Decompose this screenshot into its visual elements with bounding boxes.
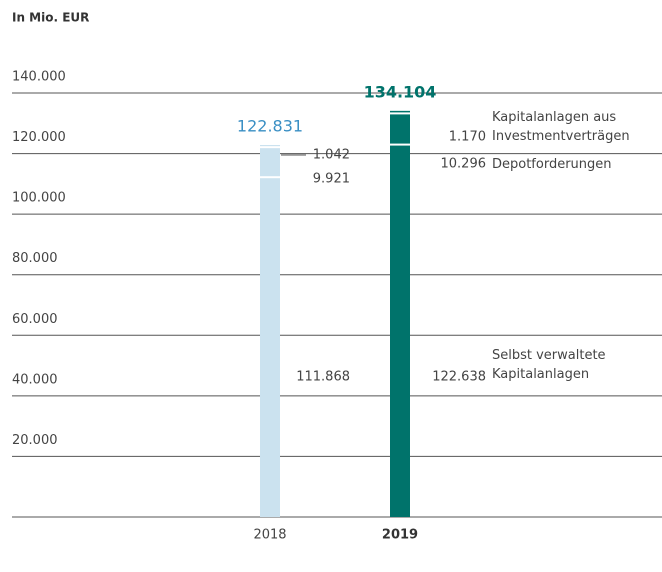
y-tick-label: 60.000: [12, 312, 58, 327]
value-label: 1.042: [313, 148, 350, 163]
value-label: 111.868: [296, 370, 350, 385]
y-tick-label: 140.000: [12, 70, 66, 85]
value-label: 122.638: [432, 370, 486, 385]
value-label: 9.921: [313, 172, 350, 187]
value-label: 1.170: [449, 130, 486, 145]
legend-entry: Depotforderungen: [492, 157, 612, 172]
value-label: 10.296: [441, 157, 487, 172]
y-tick-label: 40.000: [12, 372, 58, 387]
x-tick-label: 2019: [382, 528, 418, 543]
bar-segment: [390, 145, 410, 517]
bar-segment: [390, 110, 410, 113]
total-label: 134.104: [364, 82, 437, 101]
y-tick-label: 80.000: [12, 251, 58, 266]
bar-segment: [260, 144, 280, 147]
y-tick-label: 100.000: [12, 191, 66, 206]
y-tick-label: 120.000: [12, 130, 66, 145]
bar-segment: [260, 148, 280, 177]
x-tick-label: 2018: [253, 528, 286, 543]
total-label: 122.831: [237, 116, 303, 135]
y-tick-label: 20.000: [12, 433, 58, 448]
legend-entry: Kapitalanlagen aus Investmentverträgen: [492, 110, 630, 144]
bar-segment: [260, 178, 280, 517]
legend-entry: Selbst verwaltete Kapitalanlagen: [492, 348, 606, 382]
subtitle: In Mio. EUR: [12, 11, 89, 25]
bar-segment: [390, 114, 410, 144]
